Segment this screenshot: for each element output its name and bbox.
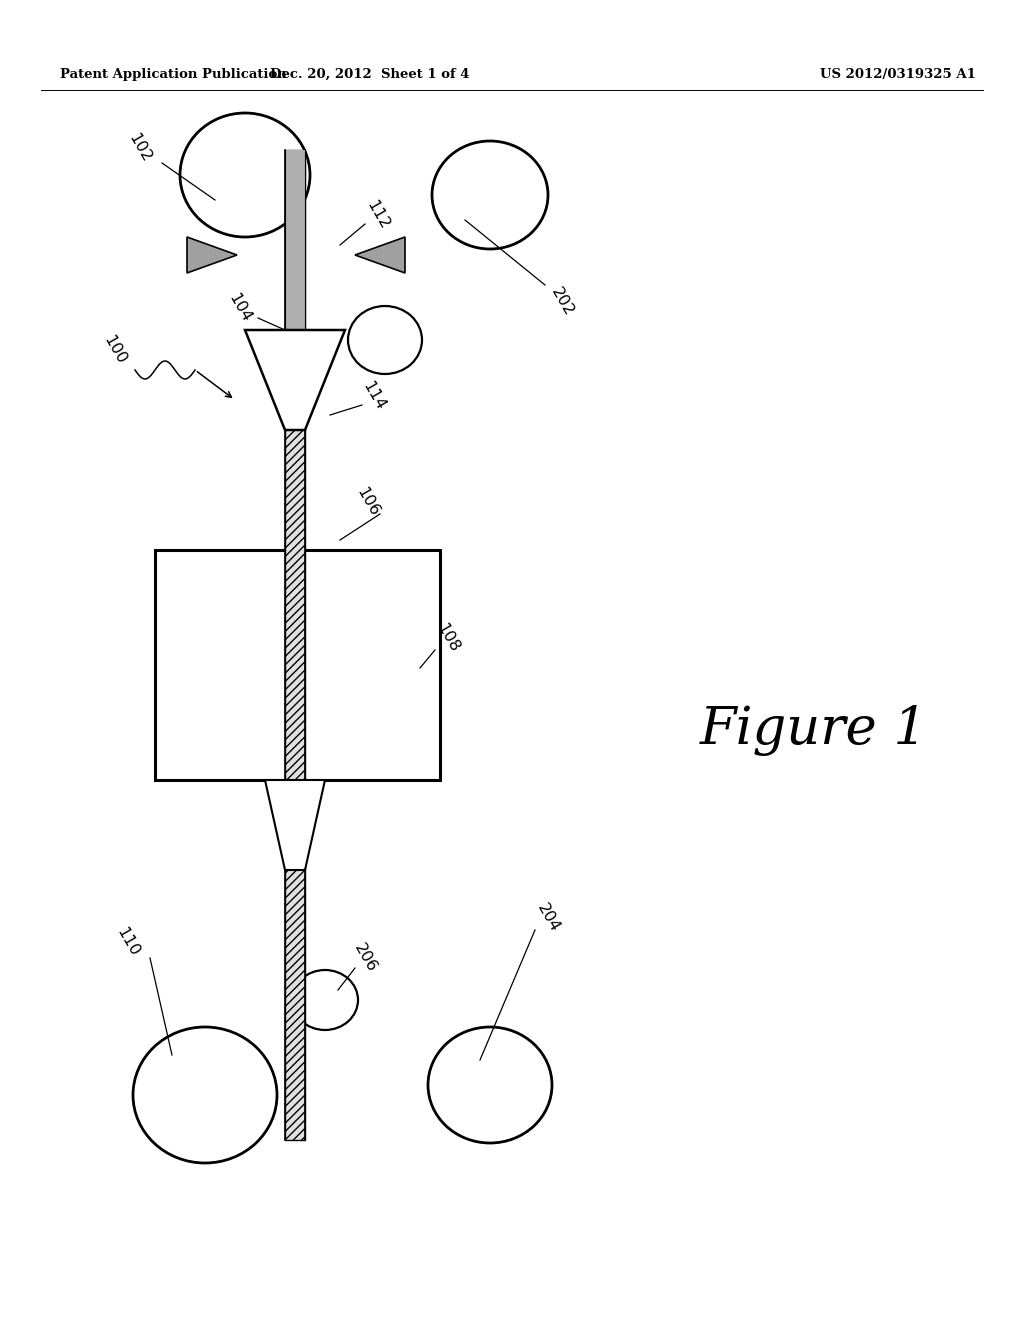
Text: 106: 106 — [354, 484, 382, 519]
Text: Dec. 20, 2012  Sheet 1 of 4: Dec. 20, 2012 Sheet 1 of 4 — [270, 69, 470, 81]
Text: 114: 114 — [359, 379, 388, 413]
Ellipse shape — [428, 1027, 552, 1143]
Text: 104: 104 — [226, 290, 254, 325]
Text: 112: 112 — [364, 198, 392, 232]
Polygon shape — [245, 330, 345, 430]
Ellipse shape — [292, 970, 358, 1030]
Bar — [285, 150, 305, 330]
Bar — [155, 550, 440, 780]
Polygon shape — [265, 780, 325, 870]
Bar — [285, 150, 305, 1140]
Polygon shape — [187, 238, 237, 273]
Text: 110: 110 — [114, 925, 142, 960]
Ellipse shape — [180, 114, 310, 238]
Ellipse shape — [432, 141, 548, 249]
Ellipse shape — [133, 1027, 278, 1163]
Text: 108: 108 — [434, 620, 462, 655]
Text: 202: 202 — [548, 285, 577, 319]
Ellipse shape — [348, 306, 422, 374]
Text: Figure 1: Figure 1 — [700, 705, 928, 755]
Text: 206: 206 — [351, 941, 379, 975]
Polygon shape — [355, 238, 406, 273]
Text: US 2012/0319325 A1: US 2012/0319325 A1 — [820, 69, 976, 81]
Bar — [285, 150, 305, 1140]
Text: 102: 102 — [126, 131, 155, 165]
Text: 100: 100 — [101, 333, 129, 367]
Text: 204: 204 — [534, 902, 562, 935]
Text: Patent Application Publication: Patent Application Publication — [60, 69, 287, 81]
